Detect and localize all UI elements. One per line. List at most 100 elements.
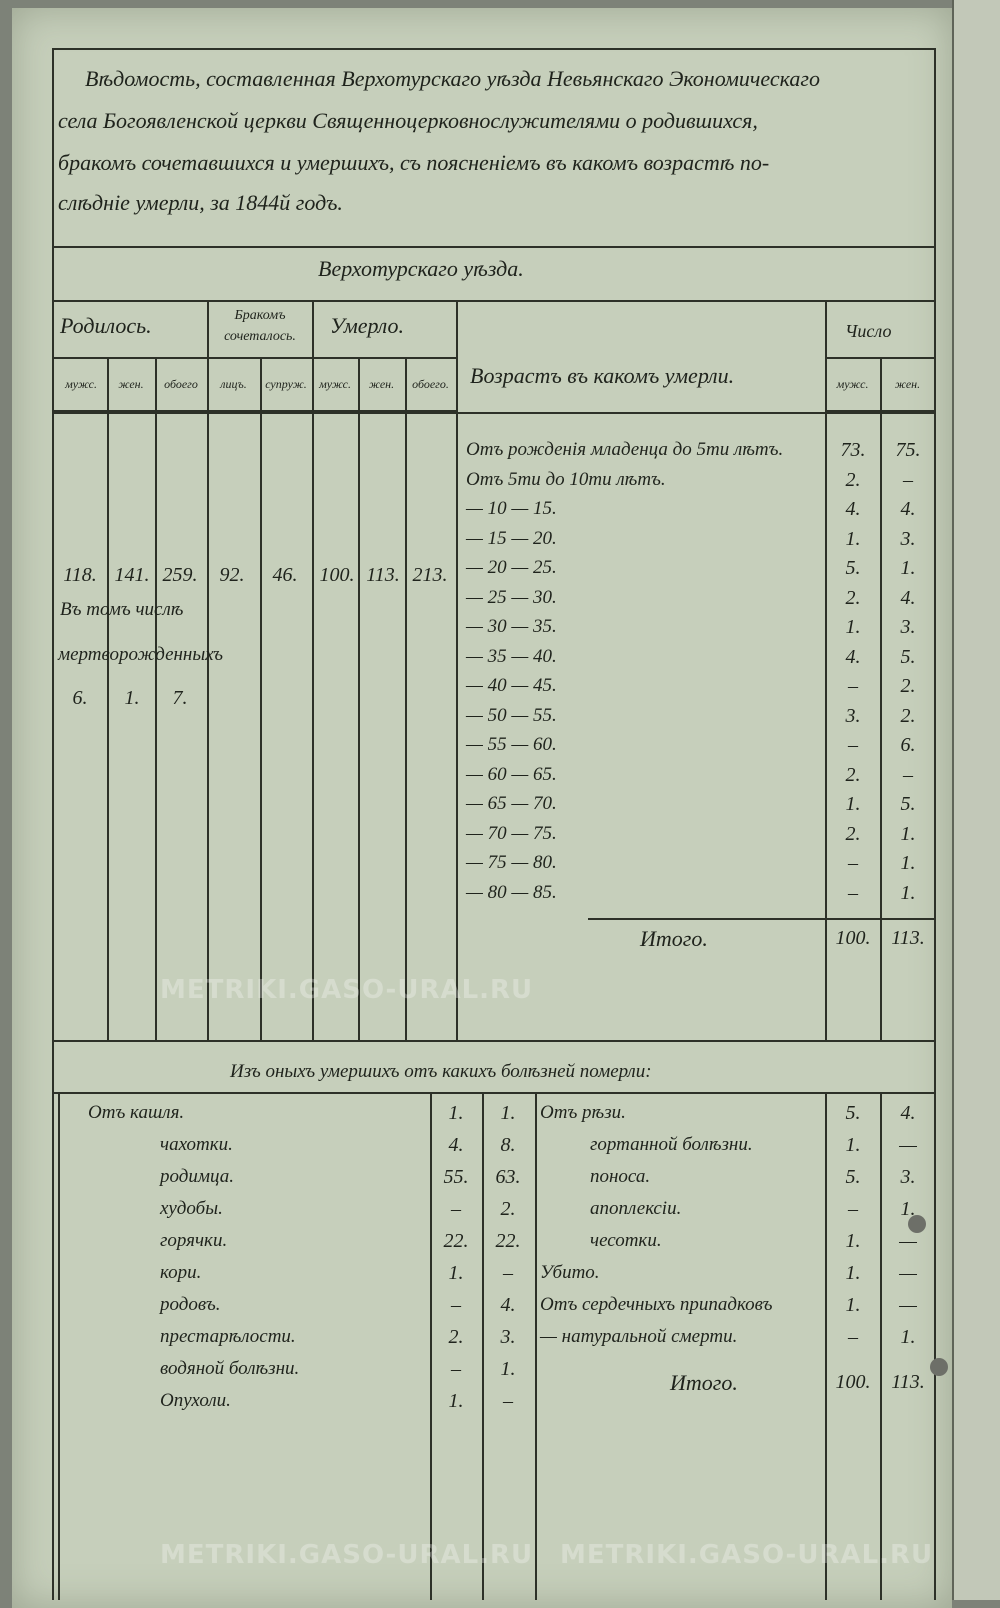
age-row-label: — 15 — 20. bbox=[466, 527, 557, 549]
age-row-female: 1. bbox=[900, 557, 916, 579]
age-row-label: — 40 — 45. bbox=[466, 675, 557, 696]
disease-left-female: 63. bbox=[495, 1166, 521, 1188]
stillborn-label: мертворожденныхъ bbox=[58, 644, 224, 665]
disease-left-label: водяной болѣзни. bbox=[160, 1358, 300, 1379]
age-total-male: 100. bbox=[835, 927, 871, 949]
disease-left-male: – bbox=[451, 1358, 461, 1380]
disease-right-female: 3. bbox=[900, 1166, 916, 1188]
disease-right-female: 1. bbox=[900, 1326, 916, 1348]
disease-right-female: — bbox=[899, 1230, 917, 1252]
grid-line bbox=[52, 246, 935, 248]
disease-left-label: родимца. bbox=[160, 1166, 234, 1187]
age-row-male: – bbox=[848, 734, 858, 756]
watermark: METRIKI.GASO-URAL.RU bbox=[160, 1540, 534, 1570]
disease-right-label: Убито. bbox=[540, 1262, 600, 1283]
grid-line bbox=[456, 300, 458, 1040]
age-row-label: — 70 — 75. bbox=[466, 822, 557, 844]
age-row-label: — 55 — 60. bbox=[466, 734, 557, 755]
disease-left-male: – bbox=[451, 1294, 461, 1316]
age-row-female: – bbox=[903, 763, 913, 786]
disease-left-female: – bbox=[503, 1390, 513, 1412]
header-born: Родилось. bbox=[60, 313, 152, 338]
total-value: 113. bbox=[366, 564, 400, 586]
age-row-male: 5. bbox=[845, 557, 861, 579]
grid-line bbox=[358, 357, 360, 1040]
grid-line bbox=[52, 410, 456, 412]
grid-line bbox=[107, 357, 109, 1040]
grid-line bbox=[825, 1092, 827, 1600]
grid-line bbox=[207, 357, 209, 1040]
disease-right-female: 4. bbox=[900, 1102, 916, 1124]
column-subheader: лицъ. bbox=[220, 377, 247, 391]
disease-right-label: поноса. bbox=[590, 1166, 651, 1187]
age-row-male: 73. bbox=[840, 439, 866, 461]
disease-right-male: 1. bbox=[845, 1294, 861, 1316]
disease-left-label: чахотки. bbox=[160, 1134, 233, 1155]
grid-line bbox=[825, 300, 827, 1040]
district-heading: Верхотурскаго уѣзда. bbox=[318, 256, 524, 281]
grid-line bbox=[312, 300, 314, 357]
age-row-label: — 75 — 80. bbox=[466, 852, 557, 873]
age-row-female: 4. bbox=[900, 498, 916, 520]
column-subheader: жен. bbox=[368, 377, 395, 391]
disease-right-label: чесотки. bbox=[590, 1230, 662, 1251]
age-row-female: 3. bbox=[900, 616, 916, 638]
grid-line bbox=[207, 300, 209, 357]
grid-line bbox=[880, 1092, 882, 1600]
disease-left-label: Опухоли. bbox=[160, 1390, 231, 1411]
age-row-female: 5. bbox=[900, 793, 916, 815]
disease-right-label: — натуральной смерти. bbox=[540, 1326, 738, 1347]
grid-line bbox=[58, 1092, 60, 1600]
disease-left-male: 1. bbox=[448, 1102, 464, 1124]
disease-right-female: — bbox=[899, 1262, 917, 1284]
grid-line bbox=[52, 357, 456, 359]
total-value: 92. bbox=[219, 564, 245, 586]
disease-left-male: 55. bbox=[443, 1166, 469, 1188]
grid-line bbox=[312, 357, 314, 1040]
title-line-3: бракомъ сочетавшихся и умершихъ, съ пояс… bbox=[58, 150, 770, 175]
column-subheader: супруж. bbox=[265, 377, 307, 391]
column-subheader: мужс. bbox=[319, 377, 351, 391]
disease-left-male: 1. bbox=[448, 1390, 464, 1412]
disease-left-female: 4. bbox=[500, 1294, 516, 1316]
disease-left-female: 8. bbox=[500, 1134, 516, 1156]
grid-line bbox=[934, 48, 936, 1600]
age-row-male: 1. bbox=[845, 616, 861, 638]
header-died: Умерло. bbox=[330, 313, 405, 338]
age-row-female: 5. bbox=[900, 645, 916, 668]
watermark: METRIKI.GASO-URAL.RU bbox=[560, 1540, 934, 1570]
disease-left-male: 22. bbox=[443, 1230, 469, 1252]
total-value: 259. bbox=[162, 564, 198, 586]
disease-left-male: 1. bbox=[448, 1262, 464, 1284]
age-row-label: — 60 — 65. bbox=[466, 763, 557, 785]
disease-left-label: кори. bbox=[160, 1262, 202, 1283]
disease-right-male: 1. bbox=[845, 1262, 861, 1284]
column-subheader: мужс. bbox=[65, 377, 97, 391]
disease-right-male: 1. bbox=[845, 1134, 861, 1156]
age-row-female: 3. bbox=[900, 527, 916, 550]
total-value: 46. bbox=[272, 564, 298, 586]
binding-hole bbox=[930, 1358, 948, 1376]
diseases-total-label: Итого. bbox=[670, 1370, 738, 1395]
age-row-label: — 65 — 70. bbox=[466, 793, 557, 814]
stillborn-value: 6. bbox=[72, 687, 88, 709]
disease-left-female: 1. bbox=[500, 1102, 516, 1124]
binding-hole bbox=[908, 1215, 926, 1233]
age-row-male: 3. bbox=[845, 704, 861, 727]
age-row-female: – bbox=[903, 468, 913, 491]
grid-line bbox=[52, 1092, 935, 1094]
age-row-male: – bbox=[848, 881, 858, 904]
age-row-label: — 50 — 55. bbox=[466, 704, 557, 726]
diseases-heading: Изъ оныхъ умершихъ отъ какихъ болѣзней п… bbox=[230, 1061, 652, 1082]
age-row-female: 4. bbox=[900, 586, 916, 609]
disease-right-male: – bbox=[848, 1326, 858, 1348]
grid-line bbox=[52, 1040, 935, 1042]
header-married: Бракомъ сочеталось. bbox=[224, 308, 296, 344]
age-row-label: — 80 — 85. bbox=[466, 881, 557, 903]
grid-line bbox=[588, 918, 825, 920]
disease-right-female: — bbox=[899, 1134, 917, 1156]
disease-left-label: Отъ кашля. bbox=[88, 1102, 185, 1123]
disease-left-male: – bbox=[451, 1198, 461, 1220]
age-row-male: 2. bbox=[845, 468, 861, 491]
disease-right-label: апоплексіи. bbox=[590, 1198, 682, 1219]
